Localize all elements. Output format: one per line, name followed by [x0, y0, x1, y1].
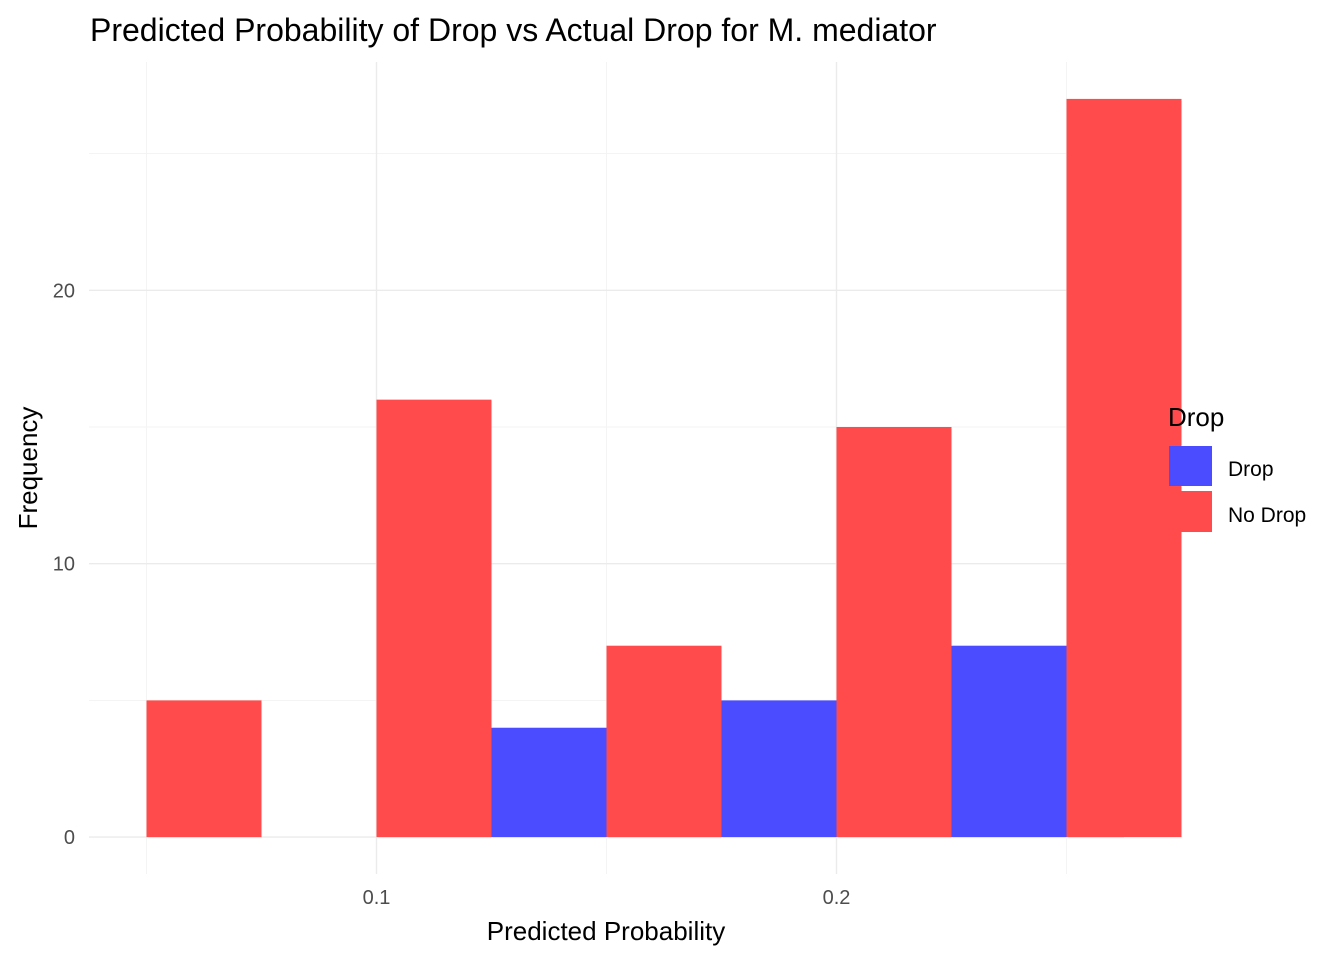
y-tick-label: 0 — [64, 827, 75, 849]
bar-drop — [491, 727, 607, 838]
bars — [146, 98, 1182, 838]
x-axis-title: Predicted Probability — [487, 916, 725, 946]
legend-swatch-no-drop — [1169, 491, 1212, 532]
y-axis-title: Frequency — [13, 407, 43, 530]
legend-label-drop: Drop — [1228, 458, 1274, 481]
x-tick-label: 0.2 — [823, 887, 851, 909]
legend: Drop Drop No Drop — [1168, 402, 1306, 532]
bar-no-drop — [146, 700, 262, 838]
bar-no-drop — [836, 426, 952, 838]
legend-swatch-drop — [1169, 446, 1212, 486]
bar-no-drop — [606, 645, 722, 838]
y-tick-label: 10 — [53, 554, 75, 576]
legend-title: Drop — [1168, 402, 1224, 432]
bar-drop — [721, 700, 837, 838]
legend-label-no-drop: No Drop — [1228, 504, 1306, 527]
bar-no-drop — [1066, 98, 1182, 838]
tick-labels: 0.1 0.2 0 10 20 — [53, 280, 851, 909]
y-tick-label: 20 — [53, 280, 75, 302]
bar-drop — [951, 645, 1067, 838]
chart-title: Predicted Probability of Drop vs Actual … — [90, 12, 937, 48]
x-tick-label: 0.1 — [363, 887, 391, 909]
bar-no-drop — [376, 399, 492, 838]
